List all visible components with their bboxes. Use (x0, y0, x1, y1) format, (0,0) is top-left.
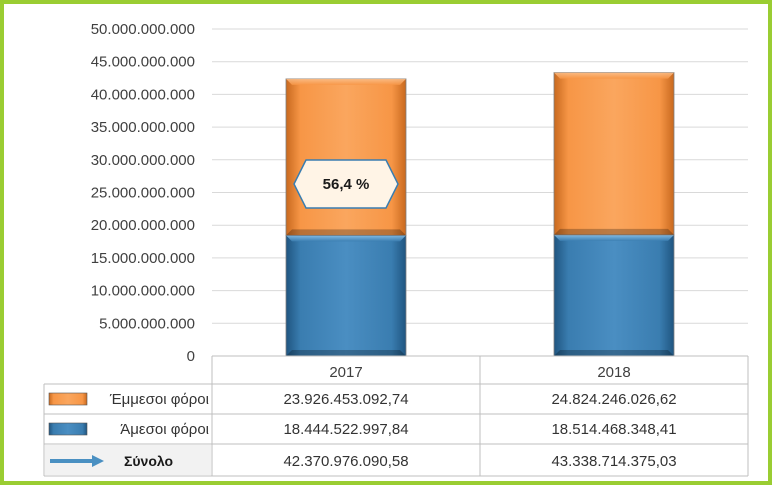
total-arrow-icon (50, 455, 104, 467)
bar-segment-indirect-2018 (553, 72, 675, 236)
legend-key-direct (48, 422, 88, 436)
bar-segment-indirect-2017 (285, 78, 407, 236)
annotation-callout (293, 159, 399, 209)
y-tick-label: 5.000.000.000 (99, 315, 195, 332)
bar-bevel-top (554, 72, 674, 79)
bar-body (285, 234, 407, 357)
bar-bevel-top (286, 78, 406, 85)
y-tick-label: 0 (187, 348, 195, 365)
legend-label-indirect: Έμμεσοι φόροι (109, 391, 209, 408)
bar-body (285, 78, 407, 236)
bar-bevel-top (286, 235, 406, 242)
legend-swatch (48, 392, 88, 406)
annotation-text: 56,4 % (323, 176, 370, 193)
y-tick-label: 25.000.000.000 (91, 185, 195, 202)
y-tick-label: 35.000.000.000 (91, 119, 195, 136)
bar-body (553, 234, 675, 357)
bar-bevel-top (554, 234, 674, 241)
legend-key-indirect (48, 392, 88, 406)
bar-segment-direct-2018 (553, 234, 675, 357)
bar-bevel-bottom (286, 229, 406, 236)
bar-segment-direct-2017 (285, 234, 407, 357)
total-arrow-head (92, 455, 104, 467)
table-cell-total: 42.370.976.090,58 (283, 453, 408, 470)
y-tick-label: 30.000.000.000 (91, 152, 195, 169)
y-tick-label: 15.000.000.000 (91, 250, 195, 267)
legend-swatch (48, 422, 88, 436)
table-cell-direct: 18.444.522.997,84 (283, 421, 408, 438)
y-tick-label: 50.000.000.000 (91, 21, 195, 38)
legend-label-total: Σύνολο (124, 453, 173, 469)
legend-label-direct: Άμεσοι φόροι (120, 421, 209, 438)
y-tick-label: 40.000.000.000 (91, 86, 195, 103)
bar-body (553, 72, 675, 236)
category-label: 2017 (329, 364, 362, 381)
y-tick-label: 10.000.000.000 (91, 283, 195, 300)
table-cell-total: 43.338.714.375,03 (551, 453, 676, 470)
category-label: 2018 (597, 364, 630, 381)
stacked-bar-chart: 0 5.000.000.000 10.000.000.000 15.000.000.0… (43, 21, 749, 477)
y-tick-label: 45.000.000.000 (91, 54, 195, 71)
table-cell-indirect: 24.824.246.026,62 (551, 391, 676, 408)
table-cell-indirect: 23.926.453.092,74 (283, 391, 408, 408)
bar-bevel-bottom (286, 350, 406, 356)
bar-bevel-bottom (554, 350, 674, 356)
y-tick-label: 20.000.000.000 (91, 217, 195, 234)
table-cell-direct: 18.514.468.348,41 (551, 421, 676, 438)
bar-bevel-bottom (554, 228, 674, 235)
